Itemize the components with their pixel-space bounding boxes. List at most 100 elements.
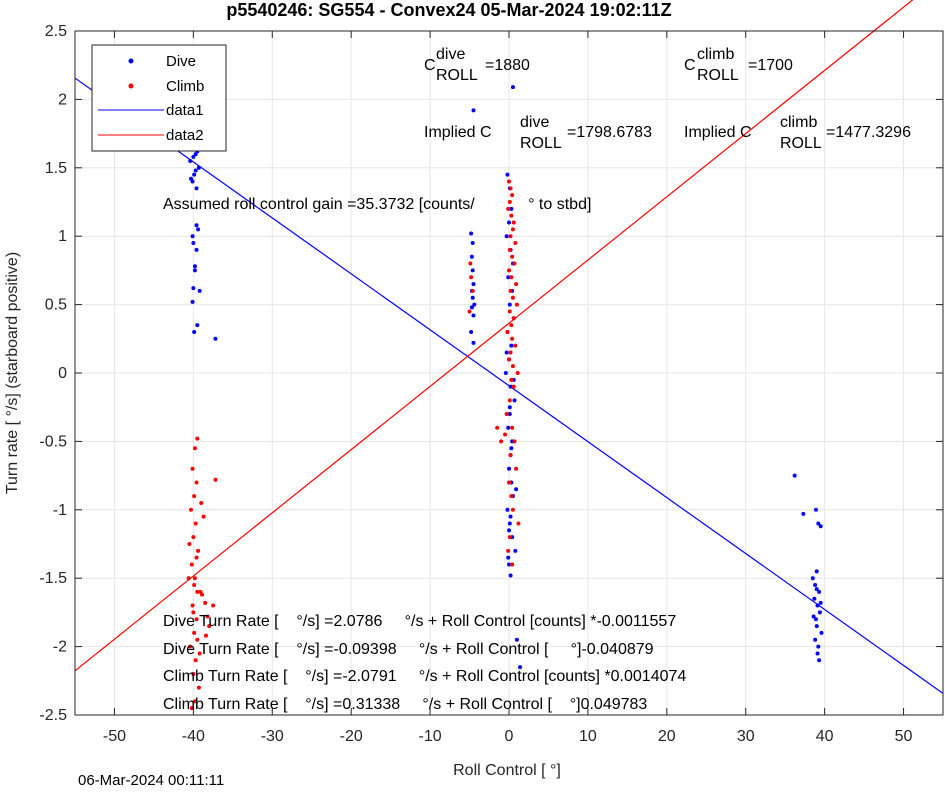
- dive-point: [507, 466, 511, 471]
- climb-point: [509, 323, 514, 328]
- dive-point: [815, 651, 820, 656]
- y-tick-label: -0.5: [39, 433, 67, 450]
- climb-point: [510, 364, 515, 369]
- dive-point: [197, 288, 202, 293]
- dive-point: [818, 524, 823, 529]
- dive-point: [193, 168, 198, 173]
- dive-point: [811, 614, 816, 619]
- data-points: [186, 85, 824, 711]
- climb-point: [510, 562, 515, 567]
- climb-point: [509, 494, 514, 499]
- dive-point: [507, 405, 512, 410]
- x-tick-label: 50: [895, 728, 913, 745]
- climb-point: [508, 288, 513, 293]
- dive-point: [513, 548, 518, 553]
- dive-point: [471, 282, 476, 287]
- legend-climb-marker: [128, 83, 134, 89]
- climb-point: [203, 633, 208, 638]
- dive-point: [507, 220, 511, 225]
- x-tick-label: -40: [182, 728, 205, 745]
- climb-point: [505, 329, 510, 334]
- y-tick-label: -1: [53, 502, 67, 519]
- dive-point: [472, 302, 477, 307]
- climb-point: [189, 562, 194, 567]
- dive-point: [507, 521, 512, 526]
- climb-point: [511, 316, 516, 321]
- dive-point: [470, 295, 475, 300]
- dive-point: [190, 299, 195, 304]
- dive-point: [509, 446, 514, 451]
- climb-point: [507, 247, 512, 252]
- dive-point: [817, 589, 822, 594]
- climb-point: [507, 480, 511, 485]
- svg-text:Implied C: Implied C: [684, 124, 752, 141]
- dive-point: [506, 275, 511, 280]
- dive-point: [813, 507, 818, 512]
- dive-point: [504, 234, 509, 239]
- dive-point: [507, 562, 511, 567]
- climb-point: [516, 521, 521, 526]
- dive-point: [816, 521, 821, 526]
- dive-point: [813, 583, 818, 588]
- dive-point: [469, 329, 474, 334]
- dive-point: [471, 108, 476, 113]
- svg-text:=1700: =1700: [748, 57, 793, 74]
- climb-point: [504, 412, 509, 417]
- dive-point: [514, 487, 519, 492]
- climb-point: [205, 614, 210, 619]
- dive-point: [190, 234, 195, 239]
- annotation-implied-dive: Implied C dive ROLL =1798.6783: [424, 114, 652, 152]
- x-axis-label: Roll Control [ °]: [453, 762, 561, 779]
- svg-text:=1477.3296: =1477.3296: [826, 124, 911, 141]
- climb-point: [507, 200, 512, 204]
- climb-point: [193, 658, 198, 663]
- annotation-implied-climb: Implied C climb ROLL =1477.3296: [684, 114, 911, 152]
- annotation-dive-fit-degrees: Dive Turn Rate [ °/s] =-0.09398 °/s + Ro…: [163, 641, 654, 658]
- dive-point: [188, 158, 193, 163]
- climb-point: [512, 261, 517, 266]
- climb-point: [195, 637, 200, 642]
- dive-point: [512, 398, 517, 403]
- svg-text:Implied C: Implied C: [424, 124, 492, 141]
- dive-point: [815, 603, 820, 608]
- y-tick-label: -1.5: [39, 570, 67, 587]
- climb-point: [199, 500, 204, 505]
- climb-point: [192, 583, 197, 588]
- dive-point: [813, 617, 818, 622]
- climb-point: [510, 254, 515, 259]
- y-tick-label: 1: [58, 228, 67, 245]
- climb-point: [468, 261, 473, 266]
- dive-point: [814, 624, 819, 629]
- climb-point: [194, 480, 199, 485]
- climb-point: [192, 576, 197, 581]
- dive-point: [818, 600, 823, 605]
- climb-point: [192, 446, 197, 451]
- dive-point: [191, 286, 196, 291]
- climb-point: [507, 535, 512, 540]
- climb-point: [193, 521, 198, 526]
- dive-point: [814, 569, 819, 574]
- climb-point: [186, 576, 191, 581]
- x-tick-label: -10: [419, 728, 442, 745]
- svg-text:climb: climb: [697, 46, 734, 63]
- dive-point: [471, 340, 476, 345]
- axis-ticks: -50 -40 -30 -20 -10 0 10 20 30 40 50-2.5-2-1.5-1-0…: [39, 23, 943, 745]
- dive-point: [469, 305, 474, 310]
- climb-point: [192, 494, 197, 499]
- climb-point: [188, 507, 193, 512]
- climb-point: [189, 706, 194, 711]
- x-tick-label: -50: [103, 728, 126, 745]
- climb-point: [188, 644, 193, 649]
- x-tick-label: 30: [737, 728, 755, 745]
- climb-point: [203, 600, 208, 605]
- svg-text:=1798.6783: =1798.6783: [567, 124, 652, 141]
- climb-point: [512, 439, 517, 444]
- climb-point: [514, 302, 519, 307]
- climb-point: [213, 477, 218, 482]
- climb-point: [196, 548, 201, 553]
- svg-text:dive: dive: [436, 46, 465, 63]
- climb-point: [197, 651, 202, 656]
- climb-point: [511, 220, 516, 225]
- dive-point: [506, 425, 511, 430]
- climb-point: [507, 309, 512, 314]
